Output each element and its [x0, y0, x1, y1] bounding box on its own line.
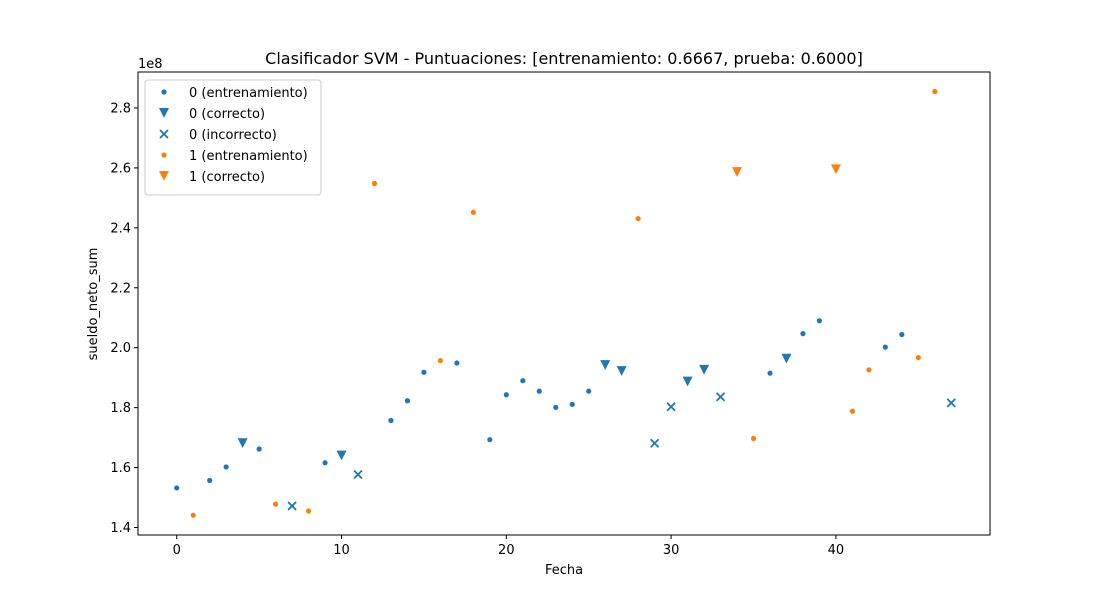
data-point-s0-16 [767, 370, 773, 376]
data-point-s3-9 [866, 367, 872, 373]
legend-marker [159, 129, 169, 139]
data-point-s1-4 [682, 376, 693, 387]
data-point-s3-5 [470, 209, 476, 215]
data-point-s0-2 [223, 464, 229, 470]
data-point-s3-4 [437, 357, 444, 364]
data-point-s2-4 [715, 392, 726, 402]
legend-label: 1 (correcto) [189, 170, 265, 185]
data-point-s3-11 [932, 88, 938, 95]
y-axis-label: sueldo_neto_sum [86, 248, 101, 361]
data-point-s0-5 [388, 417, 394, 424]
data-point-s0-6 [404, 398, 411, 404]
axes: 0 10 20 30 40 1.4 1.6 1.8 2.0 2.2 2.4 2.6 2.8 [110, 71, 991, 558]
y-tick-label: 2.6 [110, 161, 131, 176]
y-offset-label: 1e8 [138, 57, 163, 72]
data-point-s0-9 [487, 437, 493, 443]
data-point-s3-1 [273, 501, 279, 507]
y-tick-label: 2.4 [110, 221, 131, 236]
chart-title: Clasificador SVM - Puntuaciones: [entren… [265, 49, 863, 68]
y-tick-label: 2.8 [110, 101, 131, 116]
data-point-s2-0 [287, 501, 297, 511]
legend-marker [161, 152, 167, 158]
y-tick-label: 2.2 [110, 281, 131, 296]
data-point-s1-2 [600, 360, 611, 370]
data-point-s0-1 [207, 477, 213, 484]
data-point-s4-1 [830, 164, 841, 175]
data-point-s0-8 [454, 360, 460, 366]
data-point-s1-5 [699, 364, 710, 375]
data-point-s0-7 [421, 369, 427, 375]
x-tick-label: 20 [498, 543, 515, 558]
data-point-s0-15 [586, 388, 592, 394]
legend-label: 1 (entrenamiento) [189, 149, 308, 164]
y-tick-label: 1.6 [110, 461, 131, 476]
x-tick-label: 40 [828, 543, 845, 558]
legend: 0 (entrenamiento) 0 (correcto) 0 (incorrec… [144, 79, 322, 196]
data-point-s2-1 [353, 469, 363, 480]
plot-frame [137, 71, 991, 536]
data-point-s3-7 [750, 435, 757, 442]
data-point-s2-5 [946, 398, 956, 408]
data-points [174, 88, 956, 518]
data-point-s2-3 [666, 402, 676, 412]
x-tick-label: 0 [173, 543, 181, 558]
data-point-s0-4 [322, 460, 328, 466]
data-point-s3-3 [371, 180, 378, 187]
data-point-s0-18 [816, 318, 823, 324]
data-point-s2-2 [650, 438, 660, 448]
data-point-s0-0 [174, 485, 180, 491]
data-point-s0-14 [569, 401, 575, 407]
legend-label: 0 (correcto) [189, 107, 265, 122]
data-point-s1-3 [616, 366, 627, 376]
data-point-s1-1 [336, 450, 347, 461]
data-point-s3-0 [190, 512, 196, 518]
x-axis-label: Fecha [545, 563, 583, 578]
legend-label: 0 (entrenamiento) [189, 86, 308, 101]
data-point-s3-8 [849, 408, 855, 414]
legend-label: 0 (incorrecto) [189, 128, 277, 143]
data-point-s0-11 [520, 378, 526, 384]
y-tick-label: 1.4 [110, 521, 131, 536]
y-tick-label: 2.0 [110, 341, 131, 356]
data-point-s0-13 [553, 404, 559, 410]
data-point-s1-0 [237, 438, 248, 449]
data-point-s0-17 [800, 331, 806, 337]
legend-marker [159, 171, 169, 181]
data-point-s1-6 [781, 353, 792, 364]
data-point-s0-3 [256, 446, 262, 452]
x-tick-label: 30 [663, 543, 680, 558]
data-point-s4-0 [732, 167, 743, 177]
y-tick-label: 1.8 [110, 401, 131, 416]
data-point-s3-2 [305, 508, 312, 514]
legend-marker [159, 108, 169, 118]
legend-box [144, 79, 322, 196]
legend-marker [161, 89, 167, 95]
data-point-s3-6 [635, 215, 641, 222]
data-point-s0-19 [882, 344, 888, 350]
data-point-s0-12 [536, 388, 542, 394]
data-point-s0-20 [899, 331, 905, 338]
data-point-s3-10 [915, 354, 921, 361]
data-point-s0-10 [503, 392, 509, 398]
x-tick-label: 10 [333, 543, 350, 558]
